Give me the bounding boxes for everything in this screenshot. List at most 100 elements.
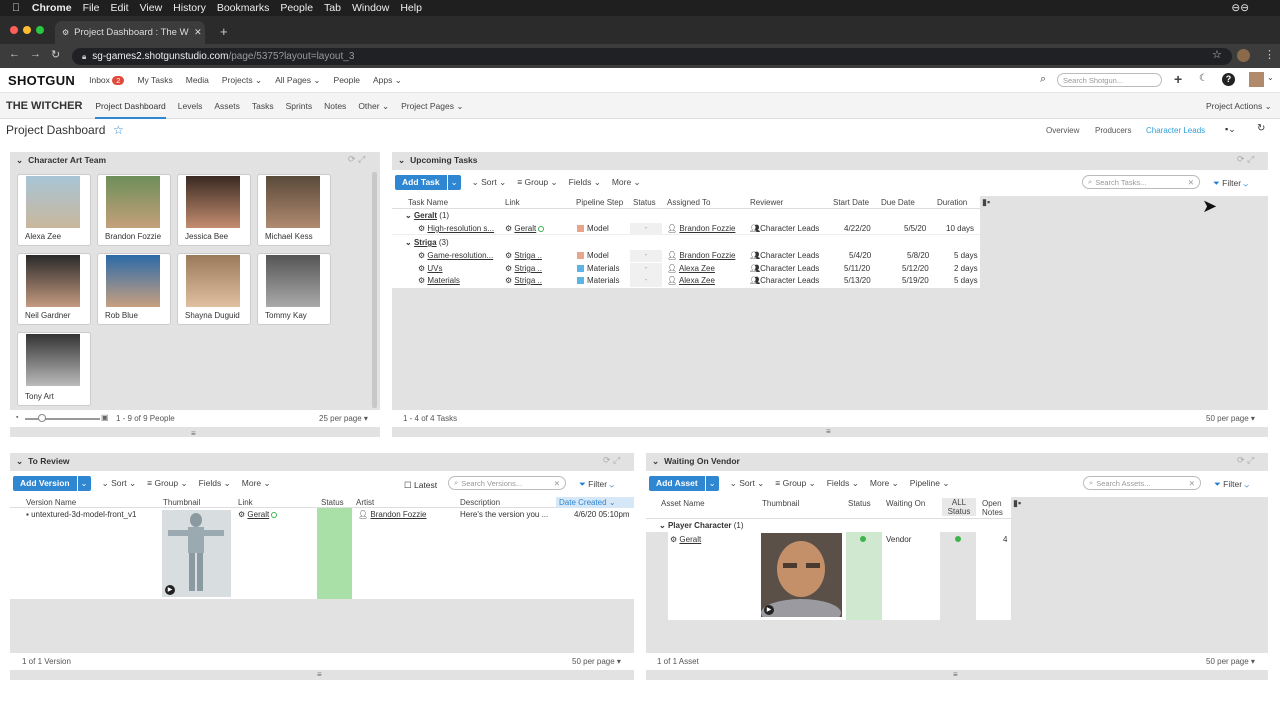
more-menu[interactable]: More ⌄ [241,478,271,488]
col-date-created[interactable]: Date Created ⌄ [556,497,634,508]
add-version-dropdown[interactable]: ⌄ [76,476,91,491]
thumbnail-large-icon[interactable]: ▣ [101,413,109,422]
assigned-to-cell[interactable]: 👤︎ Alexa Zee [667,264,715,273]
favorite-star-icon[interactable]: ☆ [113,123,124,137]
refresh-icon[interactable]: ↻ [1257,123,1266,134]
more-menu[interactable]: More ⌄ [611,177,641,187]
group-header[interactable]: ⌄ Geralt (1) [405,211,450,220]
tab-sprints[interactable]: Sprints [285,100,313,111]
sort-menu[interactable]: ⌄ Sort ⌄ [101,478,137,488]
global-search-input[interactable]: Search Shotgun... [1057,73,1162,87]
thumbnail-size-slider[interactable] [25,418,100,420]
nav-media[interactable]: Media [185,75,209,85]
link-cell[interactable]: ⚙ Striga .. [505,251,542,260]
menu-people[interactable]: People [272,2,313,14]
address-bar[interactable]: 🔒︎ sg-games2.shotgunstudio.com/page/5375… [72,48,1232,65]
forward-icon[interactable]: → [30,48,41,60]
tab-project-pages[interactable]: Project Pages ⌄ [401,100,464,111]
view-overview[interactable]: Overview [1046,126,1080,135]
nav-projects[interactable]: Projects ⌄ [221,74,263,85]
group-header[interactable]: ⌄ Striga (3) [405,238,449,247]
group-menu[interactable]: ≡ Group ⌄ [775,478,816,488]
resize-handle-icon[interactable]: ≡ [317,670,322,679]
menu-file[interactable]: File [74,2,100,14]
col-start-date[interactable]: Start Date [833,198,870,207]
per-page-select[interactable]: 50 per page ▾ [572,657,621,666]
resize-handle-icon[interactable]: ≡ [191,429,196,438]
nav-people[interactable]: People [333,75,360,85]
group-menu[interactable]: ≡ Group ⌄ [147,478,188,488]
expand-icon[interactable]: ⟳ ⤢ [1237,455,1255,465]
nav-all-pages[interactable]: All Pages ⌄ [275,74,321,85]
fields-menu[interactable]: Fields ⌄ [198,478,231,488]
search-tasks-input[interactable]: ⌕ Search Tasks... ✕ [1082,175,1200,189]
column-config-icon[interactable]: ▮▪ [982,197,991,207]
thumbnail-small-icon[interactable]: ▪ [16,414,19,421]
group-header[interactable]: ⌄ Player Character (1) [659,521,744,530]
group-menu[interactable]: ≡ Group ⌄ [517,177,558,187]
menu-bookmarks[interactable]: Bookmarks [208,2,270,14]
asset-name-cell[interactable]: ⚙ Geralt [670,535,702,544]
version-thumbnail[interactable]: ▶ [162,510,231,597]
expand-icon[interactable]: ⟳ ⤢ [603,455,621,465]
menu-tab[interactable]: Tab [316,2,341,14]
person-card[interactable]: Shayna Duguid [177,253,251,325]
view-producers[interactable]: Producers [1095,126,1132,135]
person-card[interactable]: Tony Art [17,332,91,406]
moon-icon[interactable]: ☾ [1199,73,1208,84]
reviewer-cell[interactable]: 👥︎Character Leads [750,224,820,233]
filter-menu[interactable]: ⏷ Filter ⌄ [579,479,615,489]
tab-project-dashboard[interactable]: Project Dashboard [95,93,166,119]
link-cell[interactable]: ⚙ Geralt [238,510,278,519]
chrome-menu-icon[interactable]: ⋮ [1264,49,1275,61]
project-actions-menu[interactable]: Project Actions ⌄ [1206,101,1272,111]
close-tab-icon[interactable]: ✕ [194,27,202,37]
person-card[interactable]: Neil Gardner [17,253,91,325]
search-assets-input[interactable]: ⌕ Search Assets... ✕ [1083,476,1201,490]
app-name[interactable]: Chrome [24,2,72,14]
person-card[interactable]: Michael Kess [257,174,331,246]
col-status[interactable]: Status [848,499,871,508]
asset-thumbnail[interactable]: ▶ [761,533,842,627]
link-cell[interactable]: ⚙ Striga .. [505,264,542,273]
status-cell[interactable]: - [630,250,662,262]
help-icon[interactable]: ? [1222,73,1235,86]
person-card[interactable]: Alexa Zee [17,174,91,246]
project-name[interactable]: THE WITCHER [6,99,83,112]
status-cell[interactable]: - [630,275,662,287]
maximize-window-button[interactable] [36,26,44,34]
browser-tab[interactable]: ⚙ Project Dashboard : The Witch ✕ [55,21,205,44]
status-cell[interactable]: - [630,223,662,235]
status-cell[interactable] [846,532,882,620]
search-icon[interactable]: ⌕ [1040,73,1047,85]
col-thumbnail[interactable]: Thumbnail [762,499,800,508]
collapse-icon[interactable]: ⌄ [652,455,660,466]
tab-other[interactable]: Other ⌄ [358,100,390,111]
menu-history[interactable]: History [165,2,206,14]
fields-menu[interactable]: Fields ⌄ [568,177,601,187]
pipeline-menu[interactable]: Pipeline ⌄ [909,478,950,488]
col-version-name[interactable]: Version Name [26,498,77,507]
add-task-button[interactable]: Add Task [395,175,447,190]
tab-levels[interactable]: Levels [177,100,203,111]
bookmark-star-icon[interactable]: ☆ [1212,49,1222,61]
person-card[interactable]: Jessica Bee [177,174,251,246]
chevron-down-icon[interactable]: ⌄ [1267,73,1274,82]
col-asset-name[interactable]: Asset Name [661,499,705,508]
col-link[interactable]: Link [505,198,520,207]
resize-handle-icon[interactable]: ≡ [826,427,831,436]
link-cell[interactable]: ⚙ Geralt [505,224,545,233]
add-asset-dropdown[interactable]: ⌄ [704,476,719,491]
minimize-window-button[interactable] [23,26,31,34]
table-row[interactable] [392,223,980,235]
filter-menu[interactable]: ⏷ Filter ⌄ [1213,178,1249,188]
assigned-to-cell[interactable]: 👤︎ Brandon Fozzie [667,224,736,233]
play-icon[interactable]: ▶ [764,605,774,615]
menu-view[interactable]: View [131,2,163,14]
tab-tasks[interactable]: Tasks [251,100,274,111]
menu-window[interactable]: Window [344,2,389,14]
col-artist[interactable]: Artist [356,498,375,507]
reviewer-cell[interactable]: 👥︎Character Leads [750,276,820,285]
col-waiting-on[interactable]: Waiting On [886,499,926,508]
version-name-cell[interactable]: ▪ untextured-3d-model-front_v1 [26,510,137,519]
